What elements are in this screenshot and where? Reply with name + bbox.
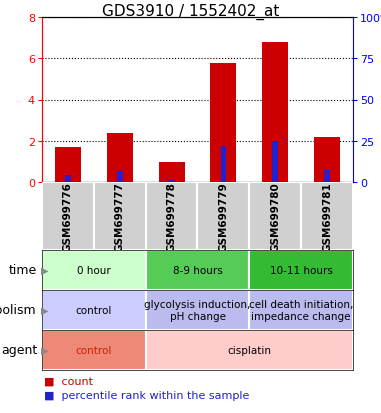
Bar [221, 147, 226, 183]
Bar [42, 250, 146, 290]
Bar [42, 290, 146, 330]
Bar [146, 290, 249, 330]
Bar [249, 183, 301, 250]
Bar [117, 171, 123, 183]
Text: ■  percentile rank within the sample: ■ percentile rank within the sample [44, 390, 250, 400]
Bar [146, 330, 353, 370]
Text: 10-11 hours: 10-11 hours [270, 266, 333, 275]
Text: ▶: ▶ [41, 345, 48, 355]
Bar [42, 183, 94, 250]
Text: GSM699779: GSM699779 [218, 182, 229, 251]
Text: metabolism: metabolism [0, 304, 37, 317]
Text: agent: agent [1, 344, 37, 357]
Text: GSM699778: GSM699778 [166, 182, 176, 252]
Text: ▶: ▶ [41, 305, 48, 315]
Bar [324, 170, 330, 183]
Bar [272, 141, 278, 183]
Bar [301, 183, 353, 250]
Bar [65, 176, 71, 183]
Text: time: time [9, 264, 37, 277]
Text: 0 hour: 0 hour [77, 266, 111, 275]
Bar [262, 43, 288, 183]
Text: ▶: ▶ [41, 266, 48, 275]
Text: cell death initiation,
impedance change: cell death initiation, impedance change [249, 299, 353, 321]
Text: ■  count: ■ count [44, 376, 93, 386]
Text: GDS3910 / 1552402_at: GDS3910 / 1552402_at [102, 4, 279, 20]
Text: GSM699780: GSM699780 [270, 182, 280, 251]
Bar [94, 183, 146, 250]
Bar [314, 137, 340, 183]
Text: control: control [76, 345, 112, 355]
Bar [107, 133, 133, 183]
Bar [146, 183, 197, 250]
Bar [210, 64, 236, 183]
Bar [42, 330, 146, 370]
Text: GSM699776: GSM699776 [63, 182, 73, 252]
Bar [146, 250, 249, 290]
Bar [55, 147, 81, 183]
Bar [158, 163, 184, 183]
Text: control: control [76, 305, 112, 315]
Text: 8-9 hours: 8-9 hours [173, 266, 223, 275]
Bar [169, 180, 174, 183]
Text: GSM699781: GSM699781 [322, 182, 332, 251]
Bar [249, 290, 353, 330]
Text: glycolysis induction,
pH change: glycolysis induction, pH change [144, 299, 251, 321]
Text: cisplatin: cisplatin [227, 345, 271, 355]
Text: GSM699777: GSM699777 [115, 182, 125, 252]
Bar [197, 183, 249, 250]
Bar [249, 250, 353, 290]
